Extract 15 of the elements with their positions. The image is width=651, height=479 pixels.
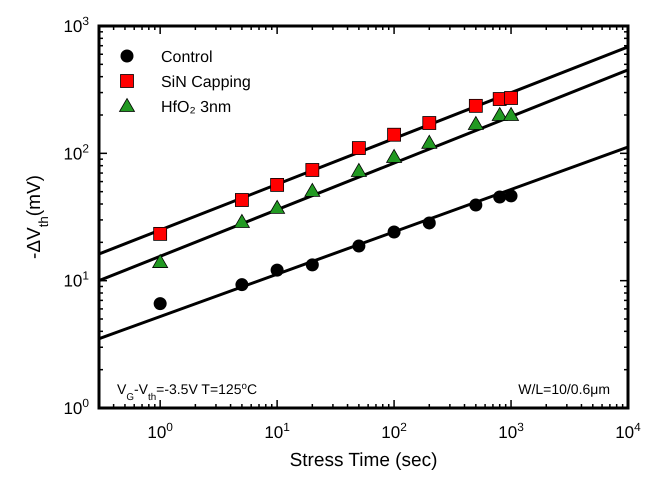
y-tick-label: 10$^{2}$ bbox=[63, 141, 90, 164]
x-tick-label: 10$^{2}$ bbox=[381, 420, 408, 442]
y-tick-label: 10$^{1}$ bbox=[63, 268, 90, 291]
annotation: W/L=10/0.6μm bbox=[518, 381, 610, 397]
y-tick-label: 10$^{3}$ bbox=[63, 14, 90, 36]
x-tick-label: 10$^{0}$ bbox=[147, 420, 174, 442]
legend-label: SiN Capping bbox=[161, 74, 251, 91]
x-tick-label: 10$^{3}$ bbox=[498, 420, 524, 442]
x-tick-label: 10$^{4}$ bbox=[615, 420, 642, 442]
annotation: V$_{G}$-V$_{th}$=-3.5V T=125$^{o}$C bbox=[117, 380, 258, 402]
y-tick-label: 10$^{0}$ bbox=[63, 396, 90, 418]
legend-label: HfO₂ 3nm bbox=[161, 99, 232, 116]
legend-label: Control bbox=[161, 49, 213, 66]
x-axis-title: Stress Time (sec) bbox=[290, 450, 438, 471]
x-tick-label: 10$^{1}$ bbox=[264, 420, 290, 442]
